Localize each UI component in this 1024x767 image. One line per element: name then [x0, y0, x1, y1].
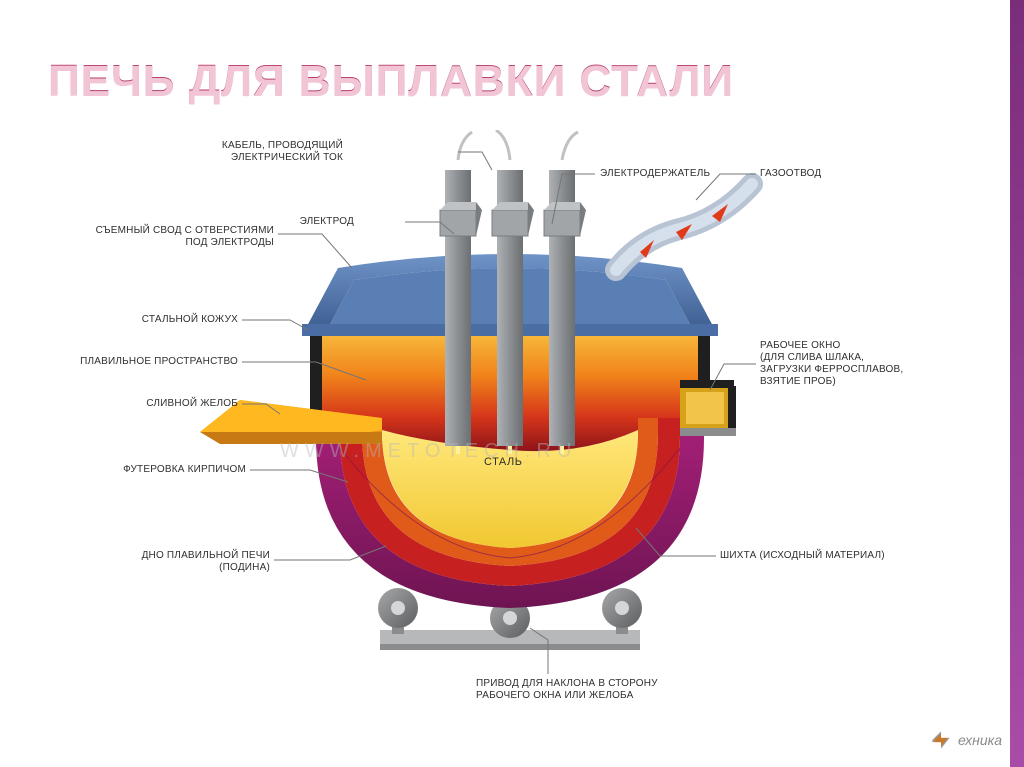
- label-charge: ШИХТА (ИСХОДНЫЙ МАТЕРИАЛ): [720, 550, 885, 562]
- label-drive: ПРИВОД ДЛЯ НАКЛОНА В СТОРОНУРАБОЧЕГО ОКН…: [476, 678, 696, 702]
- working-window: [680, 380, 736, 436]
- label-casing: СТАЛЬНОЙ КОЖУХ: [142, 314, 238, 326]
- label-lining: ФУТЕРОВКА КИРПИЧОМ: [123, 464, 246, 476]
- furnace-svg: [80, 130, 940, 720]
- page-title: Печь для выплавки стали: [48, 56, 734, 106]
- label-roof: СЪЕМНЫЙ СВОД С ОТВЕРСТИЯМИПОД ЭЛЕКТРОДЫ: [96, 225, 274, 249]
- label-hearth: ДНО ПЛАВИЛЬНОЙ ПЕЧИ(ПОДИНА): [142, 550, 270, 574]
- accent-bar: [1010, 0, 1024, 767]
- label-window: РАБОЧЕЕ ОКНО(ДЛЯ СЛИВА ШЛАКА,ЗАГРУЗКИ ФЕ…: [760, 340, 903, 388]
- label-cable: КАБЕЛЬ, ПРОВОДЯЩИЙЭЛЕКТРИЧЕСКИЙ ТОК: [222, 140, 343, 164]
- furnace-diagram: КАБЕЛЬ, ПРОВОДЯЩИЙЭЛЕКТРИЧЕСКИЙ ТОК ЭЛЕК…: [80, 130, 940, 720]
- watermark: WWW.METOTECH.RU: [280, 440, 577, 463]
- label-holder: ЭЛЕКТРОДЕРЖАТЕЛЬ: [600, 168, 710, 180]
- electrodes: [440, 130, 586, 454]
- gas-pipe: [616, 184, 752, 270]
- logo: ехника: [928, 727, 1002, 753]
- label-electrode: ЭЛЕКТРОД: [300, 216, 354, 228]
- label-gas: ГАЗООТВОД: [760, 168, 821, 180]
- label-spout: СЛИВНОЙ ЖЕЛОБ: [146, 398, 238, 410]
- logo-text: ехника: [958, 732, 1002, 748]
- logo-icon: [928, 727, 954, 753]
- label-space: ПЛАВИЛЬНОЕ ПРОСТРАНСТВО: [80, 356, 238, 368]
